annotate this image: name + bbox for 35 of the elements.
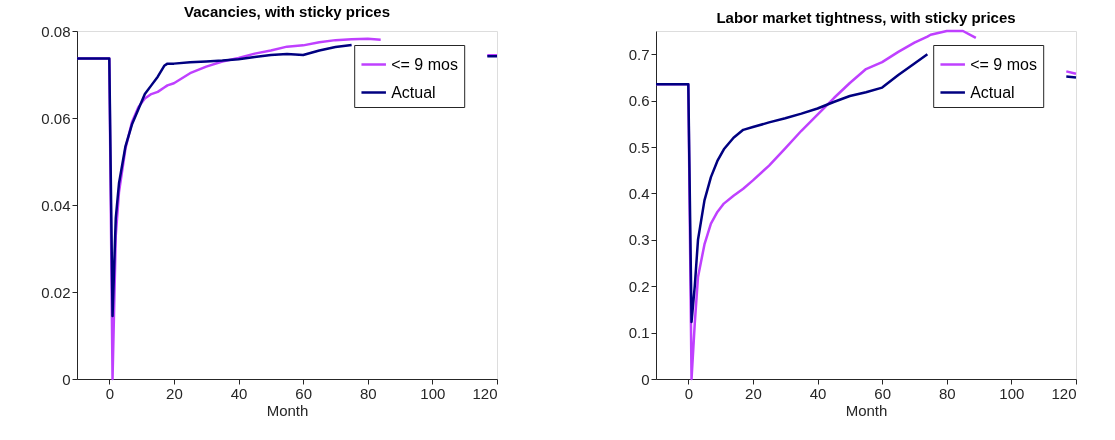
y-tick-label: 0 — [62, 370, 71, 388]
x-tick-label: 60 — [295, 384, 312, 402]
x-tick-label: 80 — [938, 384, 956, 402]
legend-label: <= 9 mos — [970, 55, 1037, 73]
x-tick-label: 80 — [359, 384, 377, 402]
y-tick-label: 0.08 — [41, 22, 71, 40]
y-tick-label: 0.5 — [628, 138, 650, 156]
x-tick-label: 60 — [874, 384, 891, 402]
x-tick-label: 40 — [230, 384, 248, 402]
x-tick-label: 100 — [420, 384, 446, 402]
y-tick-label: 0.1 — [628, 324, 650, 342]
chart-title: Labor market tightness, with sticky prices — [716, 8, 1016, 26]
y-tick-label: 0 — [641, 370, 650, 388]
y-tick-label: 0.7 — [628, 45, 650, 63]
y-tick-label: 0.04 — [41, 196, 71, 214]
x-tick-label: 20 — [745, 384, 762, 402]
x-tick-label: 120 — [1051, 384, 1077, 402]
x-tick-label: 20 — [166, 384, 183, 402]
y-tick-label: 0.06 — [41, 109, 71, 127]
legend-label: Actual — [391, 83, 436, 101]
x-axis-title: Month — [845, 401, 888, 419]
x-tick-label: 100 — [999, 384, 1025, 402]
y-tick-label: 0.6 — [628, 92, 650, 110]
y-tick-label: 0.3 — [628, 231, 650, 249]
x-tick-label: 0 — [105, 384, 114, 402]
y-tick-label: 0.2 — [628, 277, 650, 295]
x-tick-label: 120 — [472, 384, 498, 402]
x-tick-label: 0 — [684, 384, 693, 402]
legend-label: Actual — [970, 83, 1015, 101]
y-tick-label: 0.02 — [41, 283, 71, 301]
x-axis-title: Month — [266, 401, 309, 419]
x-tick-label: 40 — [809, 384, 827, 402]
legend-label: <= 9 mos — [391, 55, 458, 73]
chart-title: Vacancies, with sticky prices — [184, 3, 390, 20]
y-tick-label: 0.4 — [628, 184, 650, 202]
